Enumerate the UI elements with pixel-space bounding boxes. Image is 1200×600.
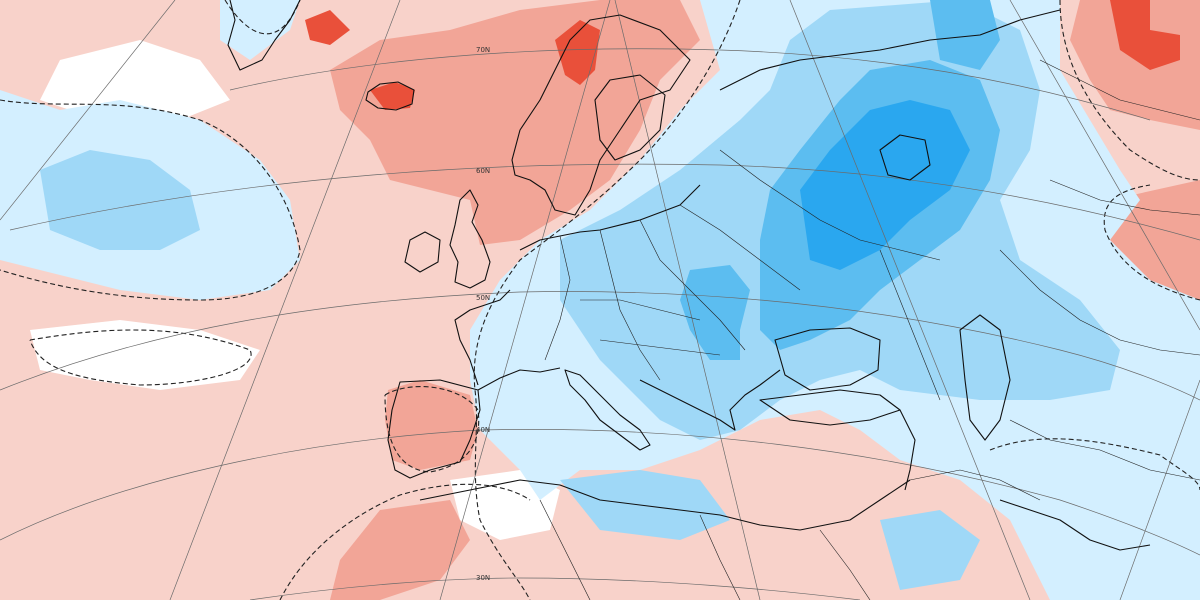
- coast-great-britain: [449, 189, 491, 289]
- neutral-band-atlantic: [30, 320, 260, 390]
- coast-med-north: [477, 367, 561, 391]
- coast-north-africa: [419, 479, 911, 531]
- border-1: [544, 235, 571, 361]
- border-4: [679, 204, 801, 291]
- coast-iceland: [365, 81, 415, 111]
- warm-mid-scandinavia: [330, 0, 700, 245]
- meridian-4: [614, 0, 761, 600]
- cool-region-greenland: [220, 0, 300, 60]
- border-2: [599, 229, 661, 381]
- border-6: [580, 299, 701, 321]
- border-11: [909, 469, 1041, 501]
- coast-france: [454, 289, 511, 386]
- coast-iberia: [387, 379, 481, 479]
- latitude-label-70n: 70N: [476, 46, 490, 54]
- border-3: [639, 219, 746, 351]
- warm-strong-greenland: [305, 10, 350, 45]
- contour-east-mid: [1103, 184, 1200, 301]
- coast-north-russia: [719, 9, 1061, 91]
- coast-finland: [594, 74, 666, 161]
- parallel-50n: [0, 291, 1200, 401]
- coast-ireland: [404, 231, 441, 273]
- border-15: [1039, 59, 1200, 121]
- contour-atlantic-north: [0, 99, 301, 301]
- meridian-3: [439, 0, 611, 600]
- neutral-band-arctic: [40, 40, 230, 120]
- border-12: [539, 499, 591, 600]
- meridian-2: [169, 0, 401, 600]
- warm-mid-africa: [330, 500, 470, 600]
- warm-mid-east: [1070, 0, 1200, 130]
- meridian-1: [0, 0, 176, 221]
- meridian-5: [789, 0, 1031, 600]
- warm-strong-east: [1110, 0, 1180, 70]
- coast-white-sea: [879, 134, 931, 181]
- coastlines: [227, 0, 1151, 551]
- latitude-label-60n: 60N: [476, 167, 490, 175]
- border-13: [699, 514, 741, 600]
- borders: [539, 59, 1200, 600]
- contour-africa: [279, 483, 531, 600]
- meridian-6: [1009, 0, 1200, 331]
- coast-levant: [899, 409, 916, 491]
- coast-scandinavia: [511, 14, 691, 216]
- latitude-label-40n: 40N: [476, 426, 490, 434]
- parallel-30n: [249, 577, 861, 600]
- parallel-60n: [9, 163, 1200, 241]
- coast-black-sea: [774, 327, 881, 391]
- border-9: [999, 249, 1200, 356]
- coast-balkans: [639, 369, 781, 431]
- parallel-70n: [229, 48, 1151, 121]
- latitude-labels: 70N 60N 50N 40N 30N: [476, 46, 490, 582]
- cool-deep-core: [800, 100, 970, 270]
- border-10: [1009, 419, 1200, 481]
- cool-mid-mediterranean: [560, 470, 730, 540]
- latitude-label-50n: 50N: [476, 294, 490, 302]
- coast-caspian: [959, 314, 1011, 441]
- warm-strong-norway: [555, 20, 600, 85]
- coast-italy: [564, 369, 651, 451]
- coast-persian-gulf: [999, 499, 1151, 551]
- cool-strong-balkans: [680, 265, 750, 360]
- contour-iberia: [384, 386, 480, 473]
- warm-strong-iceland: [370, 82, 415, 110]
- latitude-label-30n: 30N: [476, 574, 490, 582]
- border-7: [599, 339, 721, 356]
- parallel-40n: [0, 429, 1200, 556]
- contour-east-north: [1059, 0, 1200, 181]
- cool-mid-southwest-atlantic: [40, 150, 200, 250]
- cool-mid-southeast: [880, 510, 980, 590]
- border-16: [1049, 179, 1200, 216]
- contour-europe-west: [473, 0, 741, 600]
- cool-strong-northeast: [930, 0, 1000, 70]
- border-8: [879, 249, 941, 401]
- border-5: [719, 149, 941, 261]
- coast-greenland: [227, 0, 301, 71]
- warm-mid-iberia: [385, 380, 478, 470]
- coast-continent-west: [519, 184, 701, 251]
- meridian-7: [1119, 379, 1200, 600]
- contour-southeast: [989, 438, 1200, 491]
- border-14: [819, 529, 871, 600]
